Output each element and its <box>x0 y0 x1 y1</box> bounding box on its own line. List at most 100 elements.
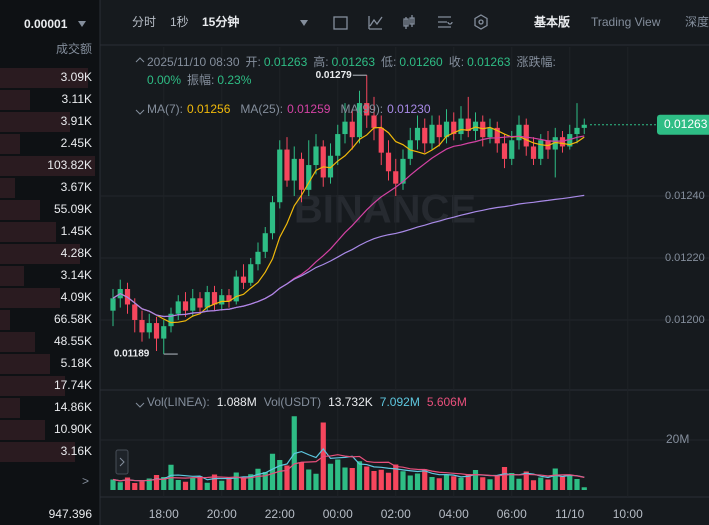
depth-bar <box>0 178 15 198</box>
info-value: 0.23% <box>217 73 251 87</box>
last-price-label: 0.01263 <box>664 117 708 131</box>
candle-body <box>342 121 348 135</box>
candle-icon[interactable] <box>403 15 415 29</box>
candle-body <box>545 140 551 150</box>
info-label: 收: <box>449 55 464 69</box>
volume-bar <box>378 469 384 490</box>
volume-bar <box>530 480 537 490</box>
expand-button[interactable] <box>115 449 129 475</box>
indicator-icon[interactable] <box>368 16 383 30</box>
volume-legend-item: Vol(USDT) <box>264 395 321 409</box>
volume-bar <box>523 471 529 490</box>
hex-icon[interactable] <box>474 14 488 30</box>
info-value: 0.01263 <box>264 55 308 69</box>
interval-tab[interactable]: 1秒 <box>170 15 189 29</box>
x-tick-label: 10:00 <box>613 507 643 521</box>
candle-body <box>327 155 334 178</box>
volume-bar <box>277 460 283 490</box>
candle-body <box>429 124 435 144</box>
volume-bar <box>472 470 479 490</box>
volume-bar <box>211 474 218 490</box>
candle-body <box>509 140 515 159</box>
calendar-icon[interactable] <box>333 16 348 30</box>
volume-bar <box>538 477 544 490</box>
view-mode-tab[interactable]: 深度 <box>685 14 709 29</box>
volume-legend-item: 7.092M <box>380 395 420 409</box>
candle-body <box>298 158 305 190</box>
candle-body <box>168 313 174 327</box>
volume-bar <box>516 478 522 490</box>
price-step[interactable]: 0.00001 <box>24 17 68 31</box>
candle-body <box>465 118 471 131</box>
low-label: 0.01189 <box>114 349 150 360</box>
dropdown-icon[interactable] <box>78 21 86 27</box>
x-tick-label: 06:00 <box>497 507 527 521</box>
row-value: 14.86K <box>54 400 92 414</box>
candle-body <box>538 140 544 159</box>
candle-body <box>146 323 152 333</box>
volume-bar <box>248 474 254 490</box>
volume-bar <box>110 479 116 490</box>
depth-bar <box>0 288 60 308</box>
volume-bar <box>494 476 500 490</box>
candle-body <box>182 301 189 311</box>
candle-body <box>161 326 167 339</box>
depth-bar <box>0 442 75 462</box>
more-arrow[interactable]: > <box>82 474 89 488</box>
settings-icon[interactable] <box>438 16 453 28</box>
volume-bar <box>385 472 392 490</box>
footer-value: 947.396 <box>49 507 93 521</box>
volume-bar <box>501 467 508 490</box>
row-value: 3.14K <box>61 268 92 282</box>
candle-body <box>559 137 566 147</box>
ma-name: MA(99): <box>340 102 383 116</box>
view-mode-tab[interactable]: Trading View <box>591 15 661 29</box>
collapse-icon[interactable] <box>135 402 145 408</box>
row-value: 5.18K <box>61 356 92 370</box>
candle-body <box>211 292 218 305</box>
volume-bar <box>364 466 370 490</box>
ma-value: 0.01230 <box>387 102 431 116</box>
candle-body <box>240 276 247 283</box>
info-label: 高: <box>313 54 328 69</box>
volume-bar <box>567 474 573 490</box>
x-tick-label: 11/10 <box>555 507 584 521</box>
y-tick-label: 0.01200 <box>665 314 705 326</box>
y-tick-label: 0.01220 <box>665 252 705 264</box>
candle-body <box>269 202 276 234</box>
info-line: 2025/11/10 08:30 开: 0.01263 高: 0.01263 低: 0.01… <box>147 54 556 69</box>
volume-bar <box>414 473 421 490</box>
volume-bar <box>117 482 123 490</box>
candle-body <box>190 298 196 311</box>
volume-bar <box>443 475 450 490</box>
row-value: 48.55K <box>54 334 92 348</box>
last-price-tag <box>657 114 709 135</box>
interval-dropdown[interactable] <box>300 20 308 26</box>
volume-bar <box>262 472 268 490</box>
collapse-icon[interactable] <box>135 109 145 115</box>
candle-body <box>320 146 326 178</box>
depth-bar <box>0 244 80 264</box>
interval-tab[interactable]: 分时 <box>132 15 156 29</box>
volume-bar <box>124 477 131 490</box>
depth-bar <box>0 420 45 440</box>
collapse-icon[interactable] <box>135 57 145 63</box>
volume-bar <box>509 473 515 490</box>
volume-bar <box>153 475 160 490</box>
volume-legend: Vol(LINEA): 1.088M Vol(USDT) 13.732K 7.092M 5… <box>147 395 467 409</box>
candle-body <box>132 304 138 320</box>
volume-bar <box>233 472 239 490</box>
view-mode-tab[interactable]: 基本版 <box>533 14 570 29</box>
candle-body <box>255 251 261 265</box>
row-value: 3.91K <box>61 114 92 128</box>
volume-bar <box>559 476 566 490</box>
info-label: 涨跌幅: <box>516 54 555 69</box>
depth-bar <box>0 90 30 110</box>
volume-bar <box>436 478 442 490</box>
volume-bar <box>197 476 203 490</box>
interval-tab[interactable]: 15分钟 <box>202 14 239 29</box>
candle-body <box>364 103 370 116</box>
ma-legend: MA(7): 0.01256 MA(25): 0.01259 MA(99): 0.0123… <box>147 102 431 116</box>
candle-body <box>356 103 363 138</box>
